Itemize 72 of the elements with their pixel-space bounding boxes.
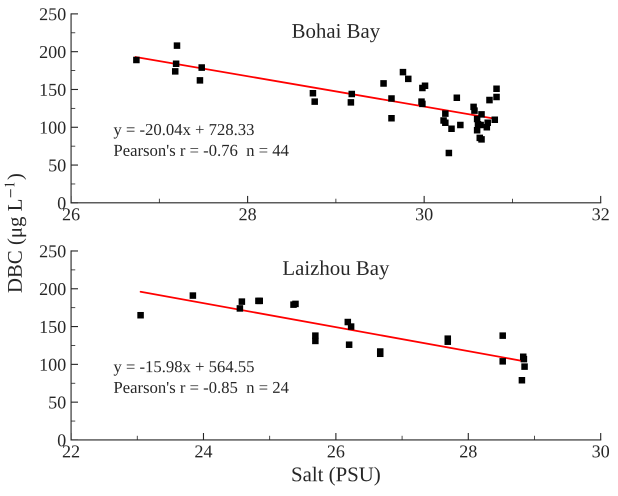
point [348, 99, 354, 106]
point [499, 332, 506, 339]
point [457, 122, 464, 128]
point [446, 150, 452, 156]
y-tick-label: 100 [40, 358, 66, 371]
point [478, 111, 485, 118]
x-tick-label: 28 [460, 445, 477, 458]
point [442, 110, 449, 117]
point [198, 64, 205, 71]
x-tick-label: 24 [195, 445, 212, 458]
point [521, 363, 528, 370]
point [174, 42, 180, 49]
x-tick-label: 26 [62, 208, 80, 220]
point [493, 94, 500, 100]
point [493, 85, 500, 92]
point [492, 116, 498, 123]
chart-title: Laizhou Bay [282, 260, 390, 280]
point [311, 98, 318, 105]
point [419, 100, 426, 108]
point [172, 68, 178, 75]
point [196, 77, 204, 84]
point [190, 292, 196, 299]
y-tick-label: 250 [40, 8, 66, 20]
point [346, 341, 352, 348]
point [380, 80, 387, 87]
point [310, 90, 316, 97]
point [137, 312, 144, 318]
point [348, 323, 354, 330]
point [448, 126, 455, 132]
point [405, 76, 412, 82]
y-tick-label: 150 [40, 84, 66, 96]
point [133, 56, 140, 64]
x-tick-label: 22 [62, 445, 80, 458]
chart-title: Bohai Bay [292, 23, 380, 42]
x-tick-label: 32 [592, 208, 609, 220]
annotation: Pearson's r = -0.76 n = 44 [114, 144, 289, 156]
point [454, 94, 460, 102]
y-tick-label: 250 [40, 245, 66, 258]
point [236, 305, 244, 312]
y-axis-title: DBC (μg L$^{−1}$) [4, 174, 26, 293]
x-tick-label: 30 [416, 208, 432, 220]
annotation: y = -20.04x + 728.33 [114, 124, 254, 139]
annotation: Pearson's r = -0.85 n = 24 [114, 382, 289, 394]
x-tick-label: 28 [239, 208, 256, 220]
y-tick-label: 100 [40, 122, 66, 134]
point [484, 124, 490, 131]
point [388, 95, 395, 102]
y-tick-label: 200 [40, 46, 66, 58]
point [400, 68, 406, 76]
point [172, 60, 180, 68]
x-tick-label: 26 [328, 445, 344, 458]
point [518, 376, 526, 384]
y-tick-label: 50 [49, 159, 66, 172]
point [376, 350, 384, 358]
x-axis-title: Salt (PSU) [292, 466, 380, 486]
y-tick-label: 200 [40, 283, 66, 296]
y-tick-label: 0 [58, 434, 66, 446]
point [238, 298, 246, 305]
y-tick-label: 50 [49, 396, 66, 409]
point [486, 96, 493, 104]
y-tick-label: 0 [58, 197, 66, 210]
annotation: y = -15.98x + 564.55 [114, 361, 254, 376]
x-tick-label: 30 [592, 445, 610, 458]
point [474, 127, 480, 134]
point [388, 114, 395, 122]
y-tick-label: 150 [40, 320, 66, 334]
point [348, 90, 356, 98]
point [312, 338, 319, 344]
point [444, 338, 452, 345]
point [422, 82, 428, 89]
point [499, 358, 506, 365]
point [471, 107, 478, 114]
